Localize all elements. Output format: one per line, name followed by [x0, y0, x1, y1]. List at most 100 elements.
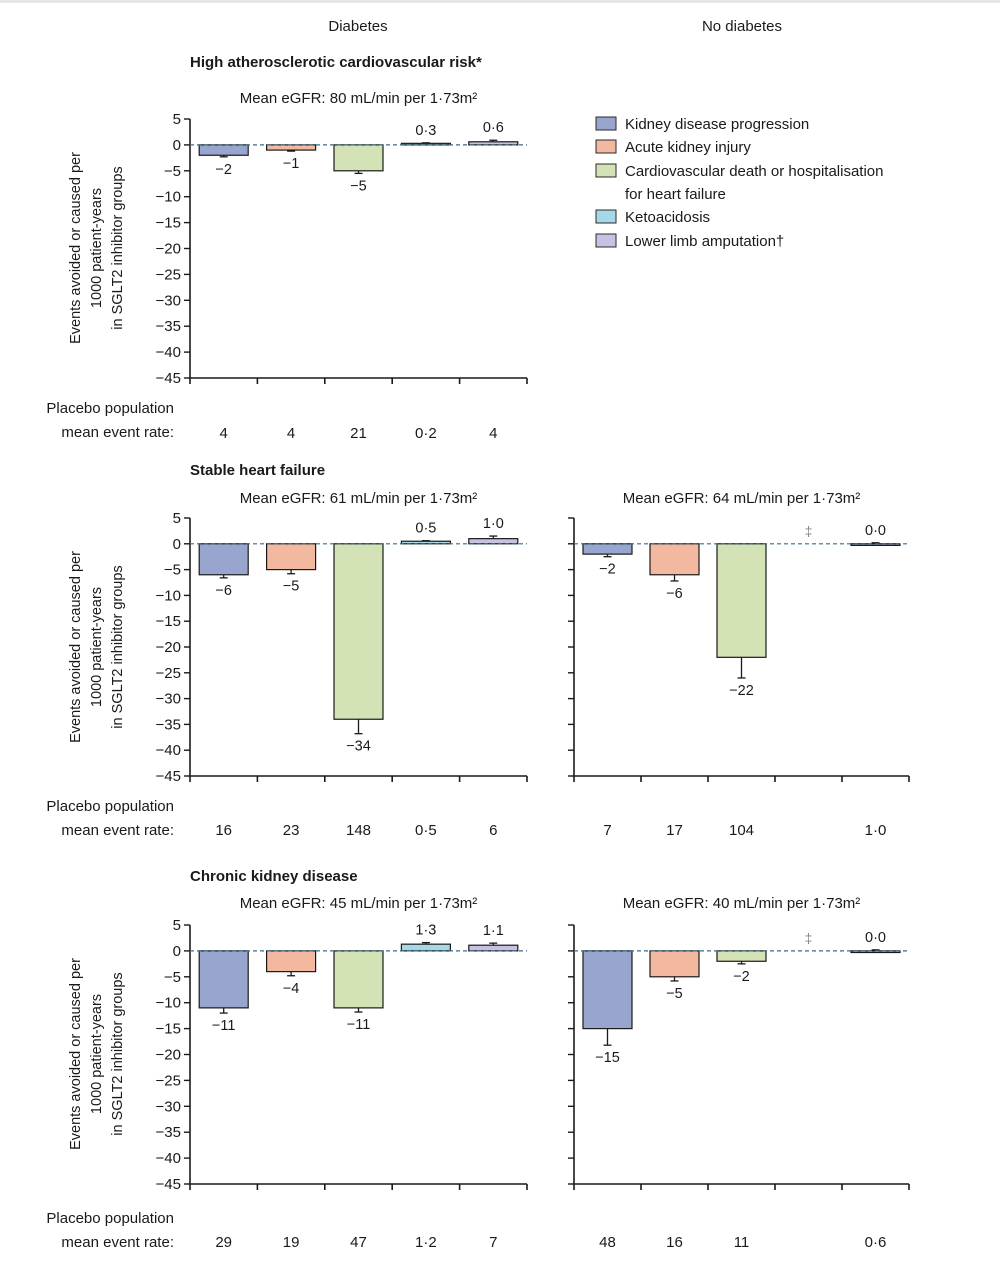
placebo-rate: 29	[215, 1234, 232, 1251]
value-label: 0·3	[415, 123, 436, 139]
y-tick-label: 0	[173, 943, 181, 960]
y-tick-label: −30	[156, 292, 181, 309]
value-label: −15	[595, 1050, 620, 1066]
placebo-rate: 47	[350, 1234, 367, 1251]
column-header-diabetes: Diabetes	[328, 18, 387, 35]
y-axis-label: Events avoided or caused per	[68, 958, 84, 1150]
value-label: −6	[215, 583, 232, 599]
placebo-rate: 4	[220, 425, 228, 442]
panel-ckd-no-diabetes: Mean eGFR: 40 mL/min per 1·73m² −15 −5 −2 ‡ 0…	[568, 895, 910, 1251]
placebo-rate: 19	[283, 1234, 300, 1251]
panel-title: Mean eGFR: 64 mL/min per 1·73m²	[623, 490, 861, 507]
placebo-rate: 104	[729, 822, 754, 839]
placebo-label-line1: Placebo population	[46, 400, 174, 417]
y-tick-label: −30	[156, 1098, 181, 1115]
legend-swatch-aki	[595, 139, 617, 154]
y-axis-label: Events avoided or caused per	[68, 551, 84, 743]
placebo-rate: 0·6	[865, 1234, 887, 1251]
y-tick-label: −5	[164, 969, 181, 986]
y-axis-label: in SGLT2 inhibitor groups	[110, 972, 126, 1135]
bar-cv	[333, 144, 384, 172]
placebo-rate: 7	[603, 822, 611, 839]
value-label: ‡	[805, 930, 813, 946]
placebo-rate: 21	[350, 425, 367, 442]
bar-cv	[716, 543, 767, 658]
bar-cv	[716, 950, 767, 962]
placebo-rate: 4	[287, 425, 295, 442]
section-title-ckd: Chronic kidney disease	[190, 868, 358, 885]
y-tick-label: −20	[156, 1047, 181, 1064]
value-label: −34	[346, 739, 371, 755]
y-tick-label: −35	[156, 318, 181, 335]
value-label: −11	[212, 1018, 236, 1034]
y-tick-label: −35	[156, 1124, 181, 1141]
bar-cv	[333, 543, 384, 720]
bar-kidney	[198, 543, 249, 576]
bar-amp	[468, 944, 519, 952]
y-tick-label: −25	[156, 1072, 181, 1089]
y-tick-label: −35	[156, 716, 181, 733]
bar-aki	[266, 543, 317, 571]
placebo-rate: 0·5	[415, 822, 437, 839]
y-tick-label: −15	[156, 613, 181, 630]
placebo-rate: 23	[283, 822, 300, 839]
y-tick-label: 5	[173, 917, 181, 934]
y-tick-label: −45	[156, 1176, 181, 1193]
placebo-rate: 11	[734, 1234, 750, 1251]
panel-title: Mean eGFR: 80 mL/min per 1·73m²	[240, 90, 478, 107]
value-label: 1·1	[483, 923, 504, 939]
y-tick-label: −30	[156, 691, 181, 708]
y-axis-label: 1000 patient-years	[89, 994, 105, 1114]
placebo-rate: 17	[666, 822, 683, 839]
value-label: −2	[215, 162, 232, 178]
y-tick-label: −10	[156, 189, 181, 206]
panel-ascvd-diabetes: Mean eGFR: 80 mL/min per 1·73m² 5 0 −5 −10 −1…	[46, 90, 528, 442]
value-label: −4	[283, 981, 300, 997]
y-tick-label: −45	[156, 768, 181, 785]
placebo-label-line1: Placebo population	[46, 798, 174, 815]
bar-kidney	[582, 950, 633, 1030]
bar-kidney	[198, 950, 249, 1009]
value-label: ‡	[805, 523, 813, 539]
y-tick-label: −25	[156, 266, 181, 283]
panel-title: Mean eGFR: 40 mL/min per 1·73m²	[623, 895, 861, 912]
y-tick-label: −20	[156, 241, 181, 258]
legend-label-kidney: Kidney disease progression	[625, 116, 809, 133]
value-label: 0·5	[415, 521, 436, 537]
y-tick-label: −10	[156, 995, 181, 1012]
y-tick-label: −15	[156, 215, 181, 232]
panel-heart-failure-no-diabetes: Mean eGFR: 64 mL/min per 1·73m² −2 −6 −22 ‡ 0…	[568, 490, 910, 839]
bar-aki	[266, 144, 317, 151]
value-label: −11	[347, 1017, 371, 1033]
panel-ckd-diabetes: Mean eGFR: 45 mL/min per 1·73m² 5 0 −5 −10 −1…	[46, 895, 528, 1251]
value-label: 0·6	[483, 120, 504, 136]
placebo-rate: 0·2	[415, 425, 437, 442]
placebo-rate: 1·0	[865, 822, 887, 839]
value-label: −2	[733, 969, 750, 985]
legend-swatch-amp	[595, 233, 617, 248]
value-label: −2	[599, 562, 616, 578]
bar-aki	[649, 950, 700, 978]
y-tick-label: 0	[173, 536, 181, 553]
placebo-rate: 1·2	[415, 1234, 437, 1251]
placebo-rate: 148	[346, 822, 371, 839]
value-label: 1·3	[415, 923, 436, 939]
placebo-rate: 16	[666, 1234, 683, 1251]
y-tick-label: −40	[156, 742, 181, 759]
y-tick-label: −45	[156, 370, 181, 387]
y-axis-label: in SGLT2 inhibitor groups	[110, 166, 126, 329]
panel-heart-failure-diabetes: Mean eGFR: 61 mL/min per 1·73m² 5 0 −5 −10 −1…	[46, 490, 528, 839]
placebo-label-line2: mean event rate:	[61, 424, 174, 441]
y-tick-label: −20	[156, 639, 181, 656]
value-label: −5	[350, 178, 367, 194]
bar-amp	[468, 538, 519, 545]
placebo-rate: 7	[489, 1234, 497, 1251]
legend-label-aki: Acute kidney injury	[625, 139, 751, 156]
y-tick-label: 5	[173, 111, 181, 128]
value-label: −5	[666, 986, 683, 1002]
value-label: −1	[283, 156, 300, 172]
y-axis-label: 1000 patient-years	[89, 188, 105, 308]
y-tick-label: 5	[173, 510, 181, 527]
legend-label-cv-line2: for heart failure	[625, 186, 726, 203]
